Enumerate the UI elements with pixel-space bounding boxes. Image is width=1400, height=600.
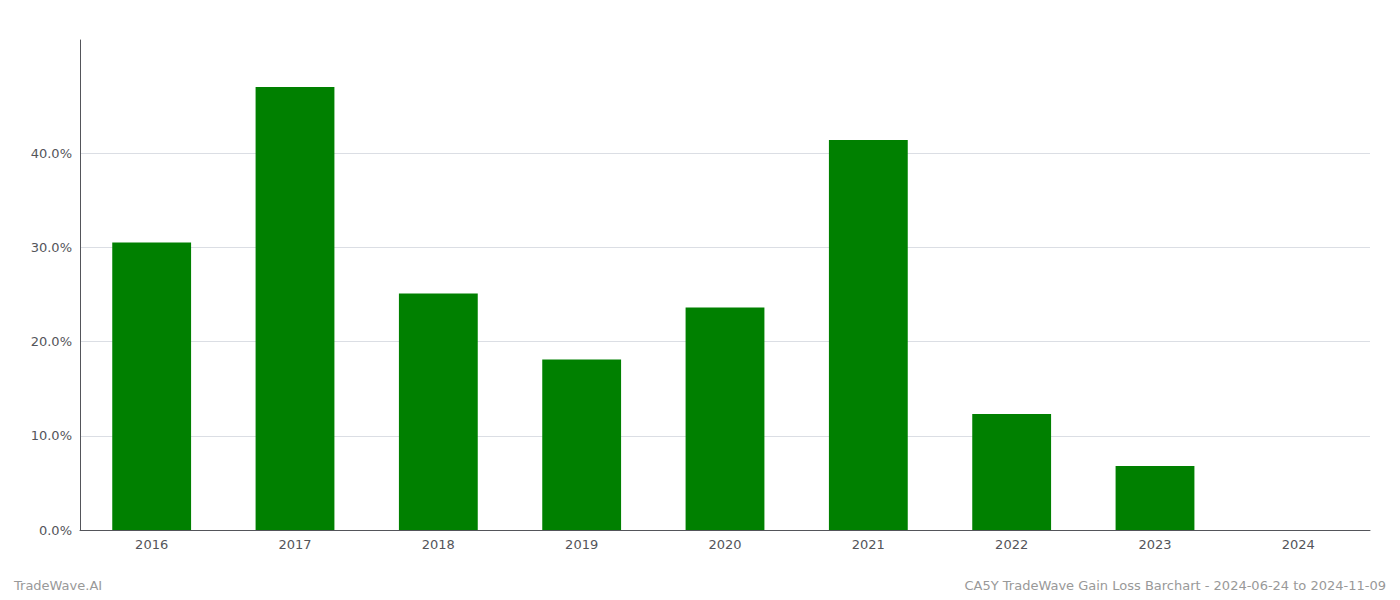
svg-text:2022: 2022 bbox=[995, 537, 1028, 552]
svg-text:2018: 2018 bbox=[422, 537, 455, 552]
svg-text:10.0%: 10.0% bbox=[31, 428, 72, 443]
svg-text:0.0%: 0.0% bbox=[39, 523, 72, 538]
svg-text:CA5Y TradeWave Gain Loss Barch: CA5Y TradeWave Gain Loss Barchart - 2024… bbox=[965, 578, 1387, 593]
svg-text:2020: 2020 bbox=[708, 537, 741, 552]
svg-text:2023: 2023 bbox=[1138, 537, 1171, 552]
svg-text:2016: 2016 bbox=[135, 537, 168, 552]
svg-text:40.0%: 40.0% bbox=[31, 146, 72, 161]
svg-text:TradeWave.AI: TradeWave.AI bbox=[13, 578, 102, 593]
svg-text:2017: 2017 bbox=[278, 537, 311, 552]
svg-text:2019: 2019 bbox=[565, 537, 598, 552]
svg-text:2024: 2024 bbox=[1282, 537, 1315, 552]
svg-text:20.0%: 20.0% bbox=[31, 334, 72, 349]
svg-text:30.0%: 30.0% bbox=[31, 240, 72, 255]
svg-text:2021: 2021 bbox=[852, 537, 885, 552]
